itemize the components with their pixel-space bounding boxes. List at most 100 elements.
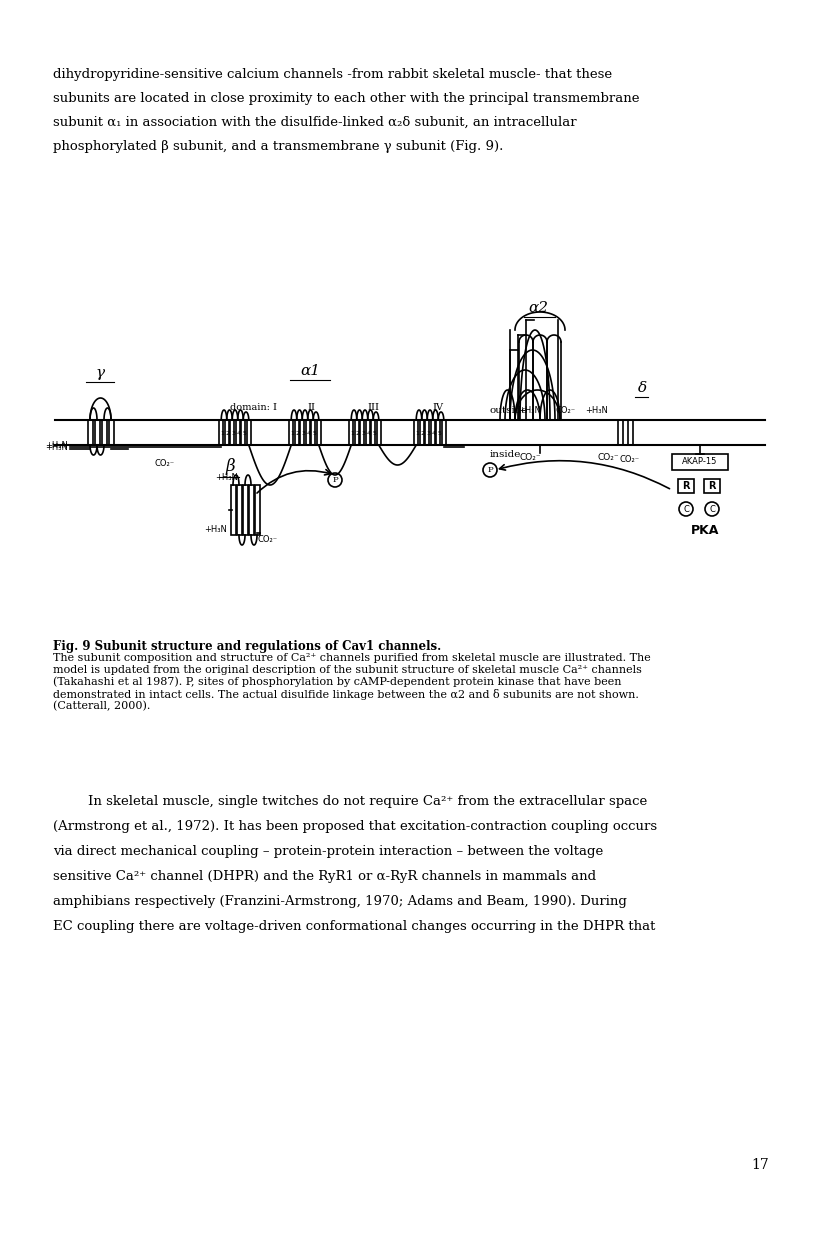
Text: +H₃N: +H₃N [45, 442, 68, 452]
Text: 1: 1 [290, 431, 295, 436]
Text: δ: δ [638, 381, 647, 395]
Text: 5: 5 [372, 431, 376, 436]
Bar [355, 420, 359, 444]
Bar [628, 420, 633, 444]
Bar [306, 420, 309, 444]
Text: 4: 4 [237, 431, 241, 436]
Text: II: II [307, 403, 315, 412]
Text: 4: 4 [431, 431, 436, 436]
Text: P: P [488, 466, 493, 474]
Bar [678, 479, 694, 493]
Text: CO₂⁻: CO₂⁻ [520, 453, 542, 462]
Bar [243, 486, 248, 535]
Bar [230, 486, 235, 535]
Text: IV: IV [432, 403, 443, 412]
Text: 2: 2 [421, 431, 425, 436]
Text: 2: 2 [226, 431, 229, 436]
Bar [247, 420, 251, 444]
Text: III: III [367, 403, 379, 412]
Text: dihydropyridine-sensitive calcium channels -from rabbit skeletal muscle- that th: dihydropyridine-sensitive calcium channe… [53, 68, 612, 81]
Text: domain: I: domain: I [230, 403, 277, 412]
Text: 4: 4 [367, 431, 370, 436]
Bar [371, 420, 375, 444]
Text: via direct mechanical coupling – protein-protein interaction – between the volta: via direct mechanical coupling – protein… [53, 845, 603, 858]
Bar [224, 420, 229, 444]
Bar [311, 420, 315, 444]
Bar [436, 420, 441, 444]
Text: R: R [682, 481, 690, 491]
Bar [254, 486, 260, 535]
Bar [704, 479, 720, 493]
Text: β: β [225, 458, 235, 476]
Text: 17: 17 [751, 1158, 769, 1172]
Bar [317, 420, 321, 444]
Text: EC coupling there are voltage-driven conformational changes occurring in the DHP: EC coupling there are voltage-driven con… [53, 920, 655, 933]
Text: 3: 3 [427, 431, 431, 436]
Text: 4: 4 [307, 431, 311, 436]
Bar [377, 420, 381, 444]
Bar [241, 420, 245, 444]
Bar [295, 420, 299, 444]
Bar [617, 420, 623, 444]
Text: (Armstrong et al., 1972). It has been proposed that excitation-contraction coupl: (Armstrong et al., 1972). It has been pr… [53, 820, 658, 833]
Bar [431, 420, 435, 444]
Text: phosphorylated β subunit, and a transmembrane γ subunit (Fig. 9).: phosphorylated β subunit, and a transmem… [53, 139, 503, 153]
Bar [101, 420, 106, 444]
Text: +H₃N: +H₃N [204, 525, 227, 534]
Text: +H₃N: +H₃N [518, 406, 541, 415]
Text: PKA: PKA [691, 523, 719, 537]
Text: 3: 3 [361, 431, 365, 436]
Text: +H₃N: +H₃N [45, 441, 68, 449]
Text: +H₃N: +H₃N [215, 473, 238, 482]
Text: 3: 3 [301, 431, 305, 436]
Text: 1: 1 [351, 431, 354, 436]
Text: γ: γ [96, 366, 105, 380]
Text: Fig. 9 Subunit structure and regulations of Cav1 channels.: Fig. 9 Subunit structure and regulations… [53, 640, 441, 652]
Bar [230, 420, 234, 444]
Text: α2: α2 [528, 301, 548, 315]
Text: inside: inside [490, 449, 521, 459]
Text: 1: 1 [415, 431, 419, 436]
Bar [441, 420, 446, 444]
Bar [95, 420, 100, 444]
Bar [672, 454, 728, 471]
Bar [300, 420, 304, 444]
Text: P: P [332, 476, 337, 484]
Bar [420, 420, 424, 444]
Text: 2: 2 [295, 431, 299, 436]
Bar [219, 420, 224, 444]
Text: CO₂⁻: CO₂⁻ [258, 535, 278, 544]
Bar [414, 420, 418, 444]
Bar [349, 420, 353, 444]
Bar [237, 486, 242, 535]
Text: subunits are located in close proximity to each other with the principal transme: subunits are located in close proximity … [53, 92, 639, 105]
Text: +H₃N: +H₃N [585, 406, 608, 415]
Text: C: C [709, 504, 715, 513]
Text: In skeletal muscle, single twitches do not require Ca²⁺ from the extracellular s: In skeletal muscle, single twitches do n… [88, 796, 648, 808]
Text: subunit α₁ in association with the disulfide-linked α₂δ subunit, an intracellula: subunit α₁ in association with the disul… [53, 116, 577, 129]
Text: sensitive Ca²⁺ channel (DHPR) and the RyR1 or α-RyR channels in mammals and: sensitive Ca²⁺ channel (DHPR) and the Ry… [53, 870, 596, 883]
Text: outside: outside [490, 406, 529, 415]
Text: AKAP-15: AKAP-15 [682, 457, 718, 467]
Bar [248, 486, 253, 535]
Text: R: R [708, 481, 716, 491]
Text: CO₂⁻: CO₂⁻ [155, 458, 175, 468]
Bar [236, 420, 240, 444]
Text: 5: 5 [437, 431, 441, 436]
Text: CO₂⁻: CO₂⁻ [555, 406, 575, 415]
Bar [87, 420, 92, 444]
Text: 2: 2 [356, 431, 360, 436]
Bar [361, 420, 365, 444]
Text: CO₂⁻: CO₂⁻ [598, 453, 620, 462]
Bar [109, 420, 114, 444]
Text: amphibians respectively (Franzini-Armstrong, 1970; Adams and Beam, 1990). During: amphibians respectively (Franzini-Armstr… [53, 895, 627, 908]
Text: C: C [683, 504, 689, 513]
Bar [425, 420, 429, 444]
Text: 5: 5 [313, 431, 316, 436]
Text: The subunit composition and structure of Ca²⁺ channels purified from skeletal mu: The subunit composition and structure of… [53, 652, 651, 712]
Bar [365, 420, 370, 444]
Text: 1: 1 [220, 431, 224, 436]
Text: α1: α1 [300, 364, 320, 378]
Text: CO₂⁻: CO₂⁻ [620, 454, 640, 464]
Bar [290, 420, 293, 444]
